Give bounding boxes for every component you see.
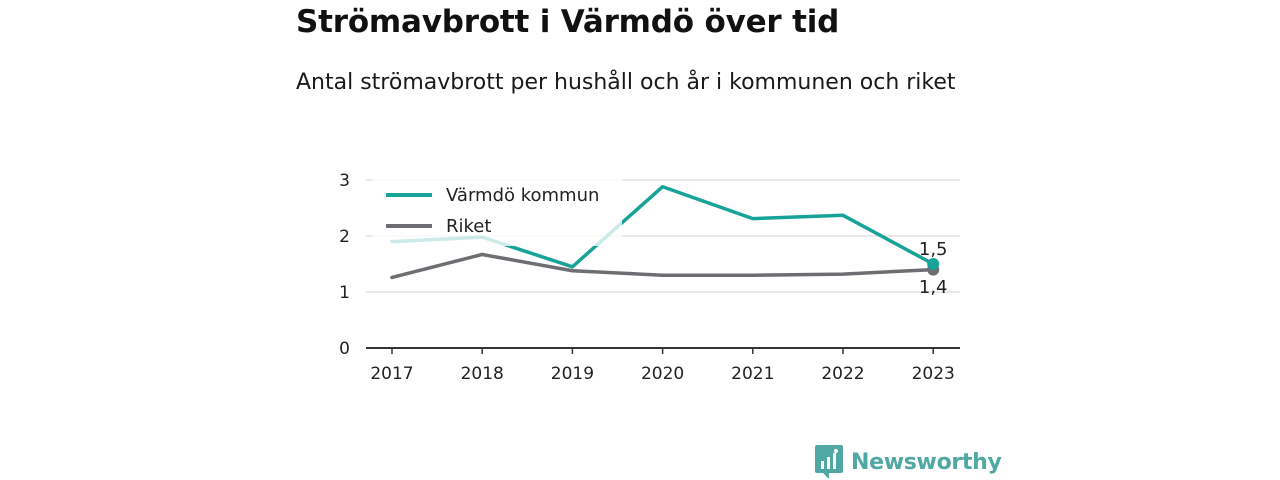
y-tick-label: 2 xyxy=(339,227,350,247)
x-tick-label: 2020 xyxy=(641,364,684,384)
y-tick-label: 1 xyxy=(339,283,350,303)
chart-title: Strömavbrott i Värmdö över tid xyxy=(296,4,840,40)
x-tick-label: 2023 xyxy=(912,364,955,384)
legend-background xyxy=(372,176,622,246)
brand-name: Newsworthy xyxy=(851,449,1002,475)
series-end-point-kommun xyxy=(927,258,940,270)
newsworthy-brand: Newsworthy xyxy=(815,445,1002,479)
legend-label: Riket xyxy=(446,216,491,237)
x-axis: 2017 2018 2019 2020 2021 2022 2023 xyxy=(366,347,960,384)
y-tick-label: 0 xyxy=(339,339,350,359)
x-tick-label: 2017 xyxy=(370,364,413,384)
end-labels: 1,5 1,4 xyxy=(919,239,948,298)
legend-label: Värmdö kommun xyxy=(446,185,599,206)
legend: Värmdö kommun Riket xyxy=(372,176,622,246)
newsworthy-logo-icon xyxy=(815,445,843,479)
y-axis-ticks: 0 1 2 3 xyxy=(339,171,350,359)
chart-subtitle: Antal strömavbrott per hushåll och år i … xyxy=(296,70,956,95)
x-tick-label: 2022 xyxy=(821,364,864,384)
x-tick-label: 2019 xyxy=(551,364,594,384)
series-line-riket xyxy=(390,252,935,280)
end-label-riket: 1,4 xyxy=(919,277,948,298)
x-tick-label: 2018 xyxy=(461,364,504,384)
y-tick-label: 3 xyxy=(339,171,350,191)
x-tick-label: 2021 xyxy=(731,364,774,384)
end-label-kommun: 1,5 xyxy=(919,239,948,260)
